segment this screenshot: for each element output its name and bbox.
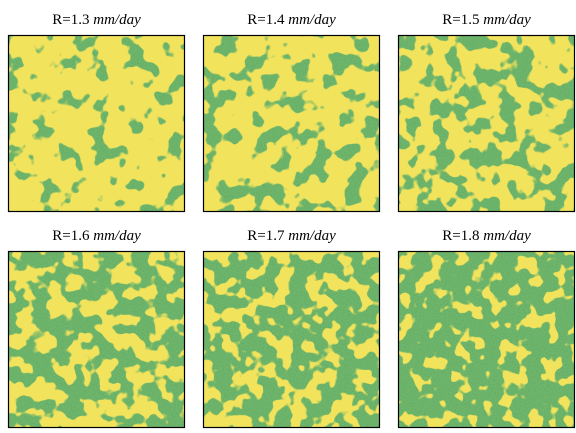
vegetation-pattern	[398, 35, 575, 212]
panel-unit: mm/day	[93, 228, 141, 244]
panel-title: R=1.4 mm/day	[247, 12, 336, 28]
panel-title: R=1.7 mm/day	[247, 228, 336, 244]
vegetation-pattern	[203, 251, 380, 428]
panel-title: R=1.3 mm/day	[52, 12, 141, 28]
panel-border	[397, 34, 576, 213]
panel: R=1.6 mm/day	[7, 228, 186, 429]
vegetation-pattern	[398, 251, 575, 428]
panel-label: R=1.5	[442, 12, 479, 28]
panel-border	[7, 34, 186, 213]
panel-title: R=1.5 mm/day	[442, 12, 531, 28]
panel-unit: mm/day	[288, 228, 336, 244]
panel-border	[202, 250, 381, 429]
vegetation-pattern	[203, 35, 380, 212]
panel-border	[7, 250, 186, 429]
panel: R=1.4 mm/day	[202, 12, 381, 213]
panel-unit: mm/day	[483, 12, 531, 28]
vegetation-pattern	[8, 251, 185, 428]
panel: R=1.8 mm/day	[397, 228, 576, 429]
panel-label: R=1.4	[247, 12, 285, 28]
vegetation-pattern	[8, 35, 185, 212]
panel-title: R=1.8 mm/day	[442, 228, 531, 244]
panel-label: R=1.7	[247, 228, 285, 244]
panel-unit: mm/day	[288, 12, 336, 28]
panel-border	[397, 250, 576, 429]
panel-label: R=1.3	[52, 12, 89, 28]
panel-title: R=1.6 mm/day	[52, 228, 141, 244]
panel: R=1.3 mm/day	[7, 12, 186, 213]
panel-unit: mm/day	[483, 228, 531, 244]
panel-label: R=1.8	[442, 228, 479, 244]
panel: R=1.7 mm/day	[202, 228, 381, 429]
panel-border	[202, 34, 381, 213]
panel-unit: mm/day	[93, 12, 141, 28]
panel-label: R=1.6	[52, 228, 90, 244]
panel: R=1.5 mm/day	[397, 12, 576, 213]
